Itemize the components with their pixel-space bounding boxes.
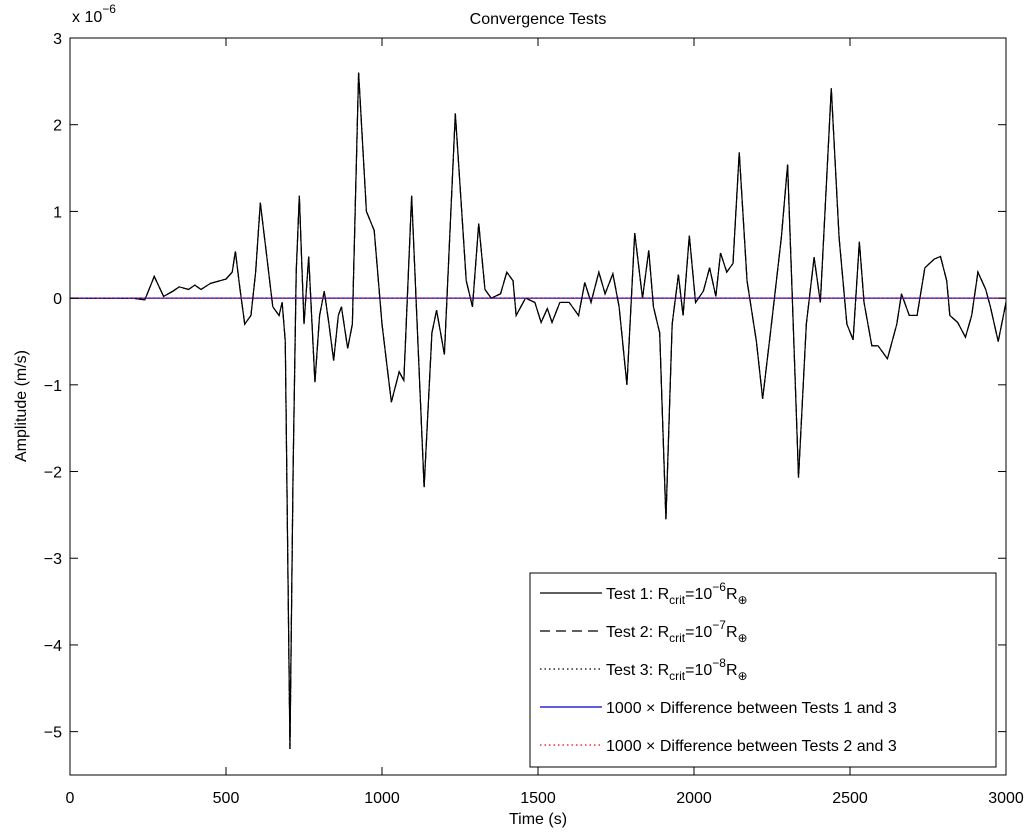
axis-multiplier: x 10−6 xyxy=(72,2,116,26)
legend-text: =10 xyxy=(685,624,712,641)
y-tick-label: −4 xyxy=(44,638,62,655)
y-axis-label: Amplitude (m/s) xyxy=(13,350,30,462)
x-tick-label: 0 xyxy=(66,790,75,807)
legend-text: Test 1: R xyxy=(606,586,669,603)
legend-text: R xyxy=(726,662,738,679)
legend-subscript: ⊕ xyxy=(738,593,748,607)
legend-text: R xyxy=(726,624,738,641)
x-tick-label: 2000 xyxy=(676,790,712,807)
legend-text: =10 xyxy=(685,662,712,679)
legend-superscript: −7 xyxy=(712,618,726,632)
legend-subscript: crit xyxy=(669,593,686,607)
x-tick-label: 2500 xyxy=(832,790,868,807)
x-tick-label: 1000 xyxy=(364,790,400,807)
y-tick-label: 0 xyxy=(53,291,62,308)
legend-box xyxy=(529,572,997,768)
y-tick-label: 1 xyxy=(53,204,62,221)
x-tick-label: 3000 xyxy=(988,790,1024,807)
legend-subscript: crit xyxy=(669,631,686,645)
y-tick-label: −3 xyxy=(44,551,62,568)
legend-text: 1000 × Difference between Tests 2 and 3 xyxy=(606,738,897,755)
legend-label: 1000 × Difference between Tests 2 and 3 xyxy=(606,738,897,755)
legend: Test 1: Rcrit=10−6R⊕Test 2: Rcrit=10−7R⊕… xyxy=(529,572,997,768)
legend-subscript: ⊕ xyxy=(738,631,748,645)
legend-text: Test 2: R xyxy=(606,624,669,641)
y-tick-label: 2 xyxy=(53,118,62,135)
multiplier-base: x 10 xyxy=(72,9,102,26)
y-tick-label: −2 xyxy=(44,465,62,482)
legend-label: 1000 × Difference between Tests 1 and 3 xyxy=(606,700,897,717)
x-tick-label: 500 xyxy=(213,790,240,807)
legend-text: Test 3: R xyxy=(606,662,669,679)
multiplier-exponent: −6 xyxy=(102,2,116,16)
legend-label: Test 2: Rcrit=10−7R⊕ xyxy=(606,618,748,645)
legend-superscript: −6 xyxy=(712,580,726,594)
y-tick-label: 3 xyxy=(53,31,62,48)
y-tick-label: −1 xyxy=(44,378,62,395)
legend-subscript: ⊕ xyxy=(738,669,748,683)
legend-text: =10 xyxy=(685,586,712,603)
legend-label: Test 1: Rcrit=10−6R⊕ xyxy=(606,580,748,607)
y-tick-label: −5 xyxy=(44,725,62,742)
chart-title: Convergence Tests xyxy=(470,11,607,28)
legend-subscript: crit xyxy=(669,669,686,683)
series-line xyxy=(70,72,1006,749)
legend-text: 1000 × Difference between Tests 1 and 3 xyxy=(606,700,897,717)
legend-label: Test 3: Rcrit=10−8R⊕ xyxy=(606,656,748,683)
legend-text: R xyxy=(726,586,738,603)
x-axis-label: Time (s) xyxy=(509,811,567,828)
legend-superscript: −8 xyxy=(712,656,726,670)
x-tick-label: 1500 xyxy=(520,790,556,807)
